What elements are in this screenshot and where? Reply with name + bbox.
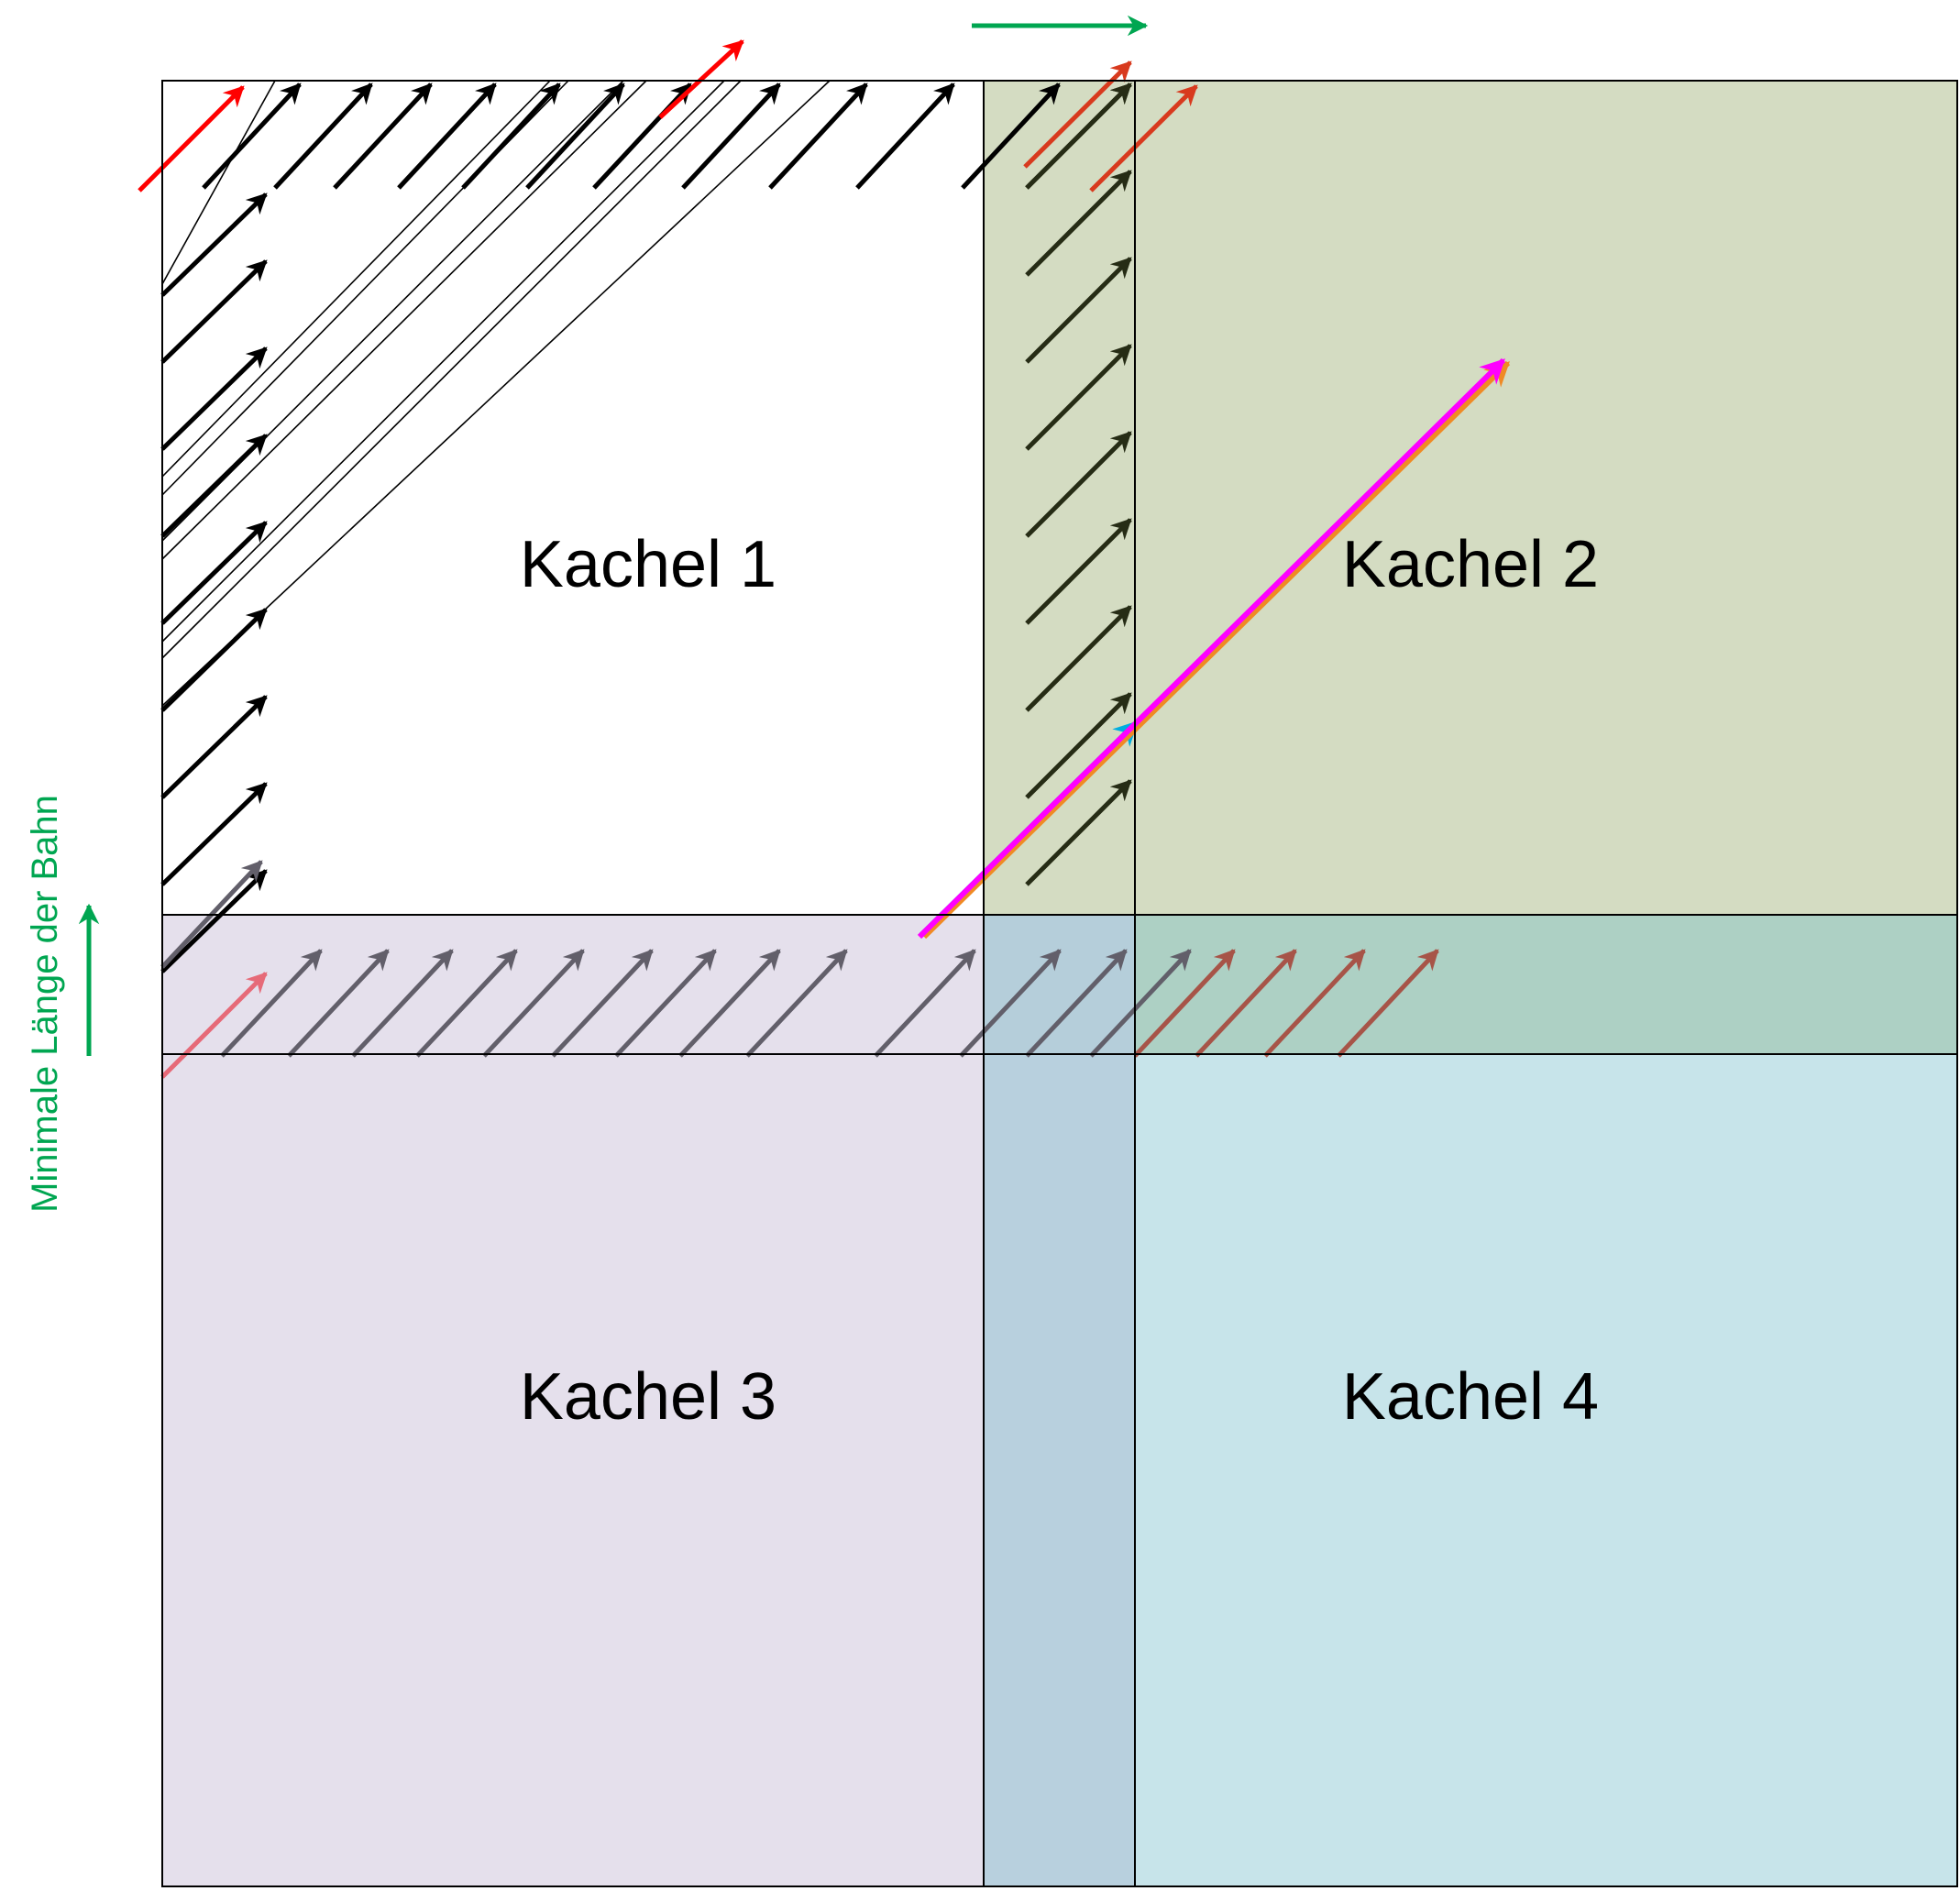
tile-1-area	[162, 81, 984, 915]
arrows-layer	[138, 39, 1511, 1079]
tile-3-label: Kachel 3	[520, 1360, 776, 1434]
trajectory-arrow	[1089, 949, 1192, 1058]
trajectory-arrow	[959, 949, 1062, 1058]
trajectory-arrow	[745, 949, 848, 1058]
highlight-arrow-orange	[921, 360, 1511, 940]
trajectory-arrow	[160, 346, 268, 451]
trajectory-line	[161, 80, 551, 478]
trajectory-line	[161, 80, 276, 285]
trajectory-arrow	[874, 949, 976, 1058]
trajectory-arrow	[525, 82, 625, 190]
tile-2-label: Kachel 2	[1342, 528, 1599, 601]
trajectory-arrow	[220, 949, 323, 1058]
boundary-arrow	[658, 39, 744, 119]
trajectory-arrow	[160, 192, 268, 297]
trajectory-line	[161, 80, 831, 707]
trajectory-arrow	[160, 608, 268, 712]
trajectory-arrow	[461, 82, 561, 190]
tile-2-area	[984, 81, 1957, 1054]
trajectory-arrow	[1025, 518, 1132, 625]
trajectory-arrow	[160, 434, 268, 538]
trajectory-arrow	[961, 82, 1061, 190]
trajectory-arrow	[551, 949, 654, 1058]
trajectory-arrow	[1025, 949, 1128, 1058]
trajectory-arrow	[160, 259, 268, 364]
overlap-tile-3-4	[984, 915, 1135, 1886]
trajectory-arrow	[351, 949, 454, 1058]
tile-3-area	[162, 915, 984, 1886]
trajectory-arrow	[160, 521, 268, 625]
boundary-arrow	[1337, 949, 1439, 1058]
trajectory-arrow	[768, 82, 868, 190]
trajectory-arrow	[160, 869, 268, 973]
boundary-arrow	[138, 85, 245, 192]
trajectory-arrow	[333, 82, 433, 190]
trajectory-line	[161, 80, 742, 659]
trajectory-arrow	[287, 949, 390, 1058]
trajectory-arrow	[681, 82, 781, 190]
trajectory-arrow	[1025, 605, 1132, 712]
trajectory-arrow	[160, 782, 268, 886]
tile-1-label: Kachel 1	[520, 528, 776, 601]
boundary-arrow	[160, 972, 268, 1079]
tile-4-area	[984, 1054, 1957, 1886]
boundary-arrow	[1195, 949, 1297, 1058]
trajectory-line	[161, 80, 647, 560]
trajectory-arrow	[273, 82, 373, 190]
tile-borders	[161, 80, 1958, 1887]
trajectory-arrow	[855, 82, 955, 190]
minimum-length-label: Minimale Länge der Bahn	[25, 795, 65, 1213]
trajectory-arrow	[160, 695, 268, 799]
highlight-arrow-magenta	[917, 357, 1506, 940]
trajectory-line	[161, 80, 725, 643]
trajectory-arrow	[1025, 344, 1132, 451]
boundary-arrow	[1133, 949, 1236, 1058]
trajectory-arrow	[1025, 692, 1132, 799]
trajectory-arrow	[614, 949, 717, 1058]
trajectory-arrow	[1025, 170, 1132, 277]
trajectory-arrow	[482, 949, 585, 1058]
trajectory-arrow	[1025, 257, 1132, 364]
trajectory-arrow	[1025, 431, 1132, 538]
overlap-tile-2-4	[984, 915, 1957, 1054]
boundary-arrow	[1089, 84, 1198, 192]
trajectory-arrow	[678, 949, 781, 1058]
trajectory-arrow	[202, 82, 302, 190]
trajectory-arrow	[397, 82, 497, 190]
tiles-layer	[162, 81, 1957, 1886]
trajectory-arrow	[1025, 82, 1132, 190]
outer-border	[161, 80, 1958, 1887]
trajectory-arrow	[415, 949, 518, 1058]
boundary-arrow	[1263, 949, 1366, 1058]
tile-4-label: Kachel 4	[1342, 1360, 1599, 1434]
trajectory-arrow	[1025, 779, 1132, 886]
